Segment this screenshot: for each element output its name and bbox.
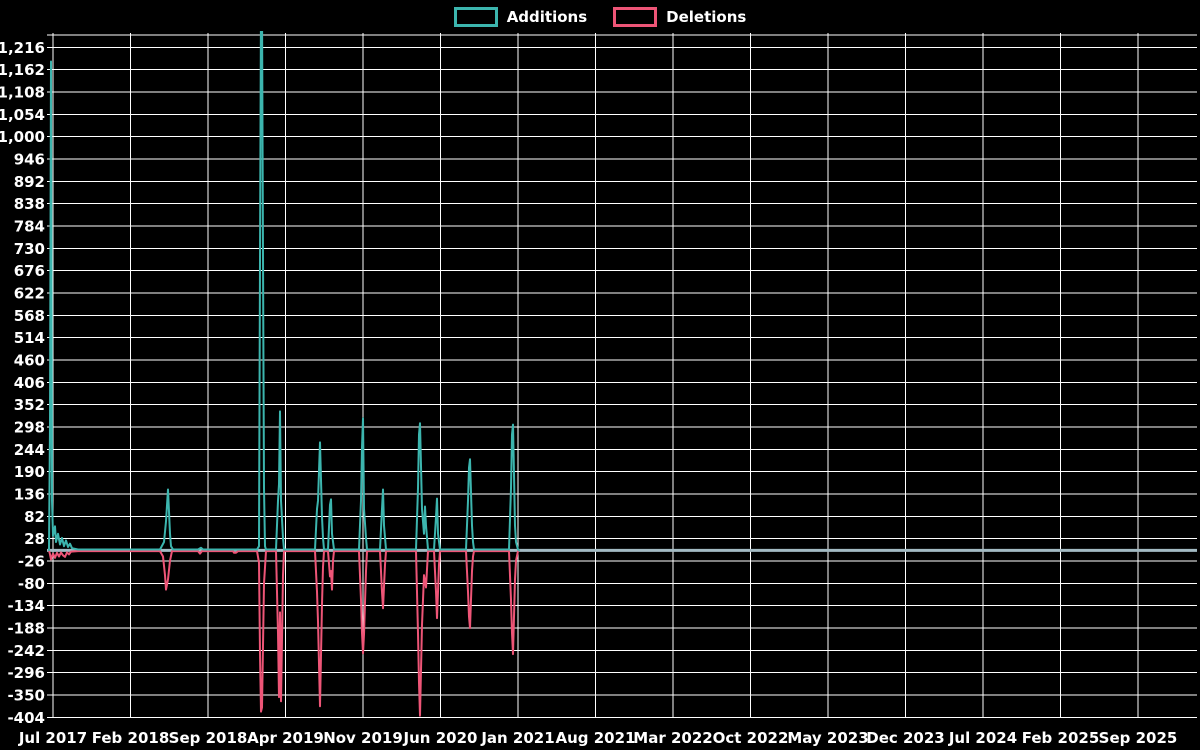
y-tick-label: 460 — [14, 352, 45, 370]
legend-item-additions[interactable]: Additions — [453, 7, 588, 27]
y-tick-label: 1,162 — [0, 61, 45, 79]
y-tick-label: 1,216 — [0, 39, 45, 57]
x-tick-label: Apr 2019 — [247, 729, 324, 747]
deletions-swatch-icon — [613, 7, 658, 27]
y-tick-label: 892 — [14, 173, 45, 191]
y-tick-label: -296 — [7, 664, 45, 682]
x-tick-label: Jan 2021 — [480, 729, 554, 747]
x-tick-label: Sep 2018 — [169, 729, 248, 747]
y-tick-label: -188 — [7, 620, 45, 638]
y-tick-label: 946 — [14, 151, 45, 169]
y-tick-label: 1,108 — [0, 84, 45, 102]
y-tick-label: 136 — [14, 486, 45, 504]
y-tick-label: 1,054 — [0, 106, 45, 124]
x-tick-label: Jul 2017 — [18, 729, 87, 747]
y-tick-label: 1,000 — [0, 128, 45, 146]
y-tick-label: 298 — [14, 419, 45, 437]
legend-item-deletions[interactable]: Deletions — [613, 7, 746, 27]
legend: Additions Deletions — [0, 7, 1200, 27]
additions-line[interactable] — [48, 4, 520, 552]
legend-label-additions: Additions — [506, 7, 588, 26]
y-tick-label: 622 — [14, 285, 45, 303]
x-tick-label: May 2023 — [787, 729, 868, 747]
x-tick-label: Dec 2023 — [866, 729, 945, 747]
y-tick-label: 730 — [14, 240, 45, 258]
y-tick-label: 838 — [14, 195, 45, 213]
x-tick-label: Jun 2020 — [403, 729, 478, 747]
x-tick-label: Aug 2021 — [556, 729, 636, 747]
y-tick-label: 514 — [14, 329, 45, 347]
x-tick-label: Jul 2024 — [948, 729, 1017, 747]
x-tick-label: Oct 2022 — [713, 729, 789, 747]
y-tick-label: -242 — [7, 642, 45, 660]
y-tick-label: -26 — [18, 553, 45, 571]
y-tick-label: 784 — [14, 218, 45, 236]
x-tick-label: Feb 2018 — [92, 729, 170, 747]
deletions-line[interactable] — [48, 549, 520, 717]
y-tick-label: -350 — [7, 687, 45, 705]
y-tick-label: 82 — [24, 508, 45, 526]
x-tick-label: Feb 2025 — [1022, 729, 1100, 747]
y-tick-label: -404 — [7, 709, 45, 727]
y-tick-label: 352 — [14, 396, 45, 414]
x-tick-label: Mar 2022 — [633, 729, 712, 747]
y-tick-label: 190 — [14, 463, 45, 481]
additions-swatch-icon — [453, 7, 498, 27]
x-tick-label: Nov 2019 — [323, 729, 403, 747]
y-tick-label: 28 — [24, 530, 45, 548]
legend-label-deletions: Deletions — [666, 7, 747, 26]
y-tick-label: -80 — [18, 575, 45, 593]
y-tick-label: 568 — [14, 307, 45, 325]
y-tick-label: -134 — [7, 597, 45, 615]
y-tick-label: 676 — [14, 262, 45, 280]
y-tick-label: 244 — [14, 441, 45, 459]
x-tick-label: Sep 2025 — [1099, 729, 1178, 747]
y-tick-label: 406 — [14, 374, 45, 392]
